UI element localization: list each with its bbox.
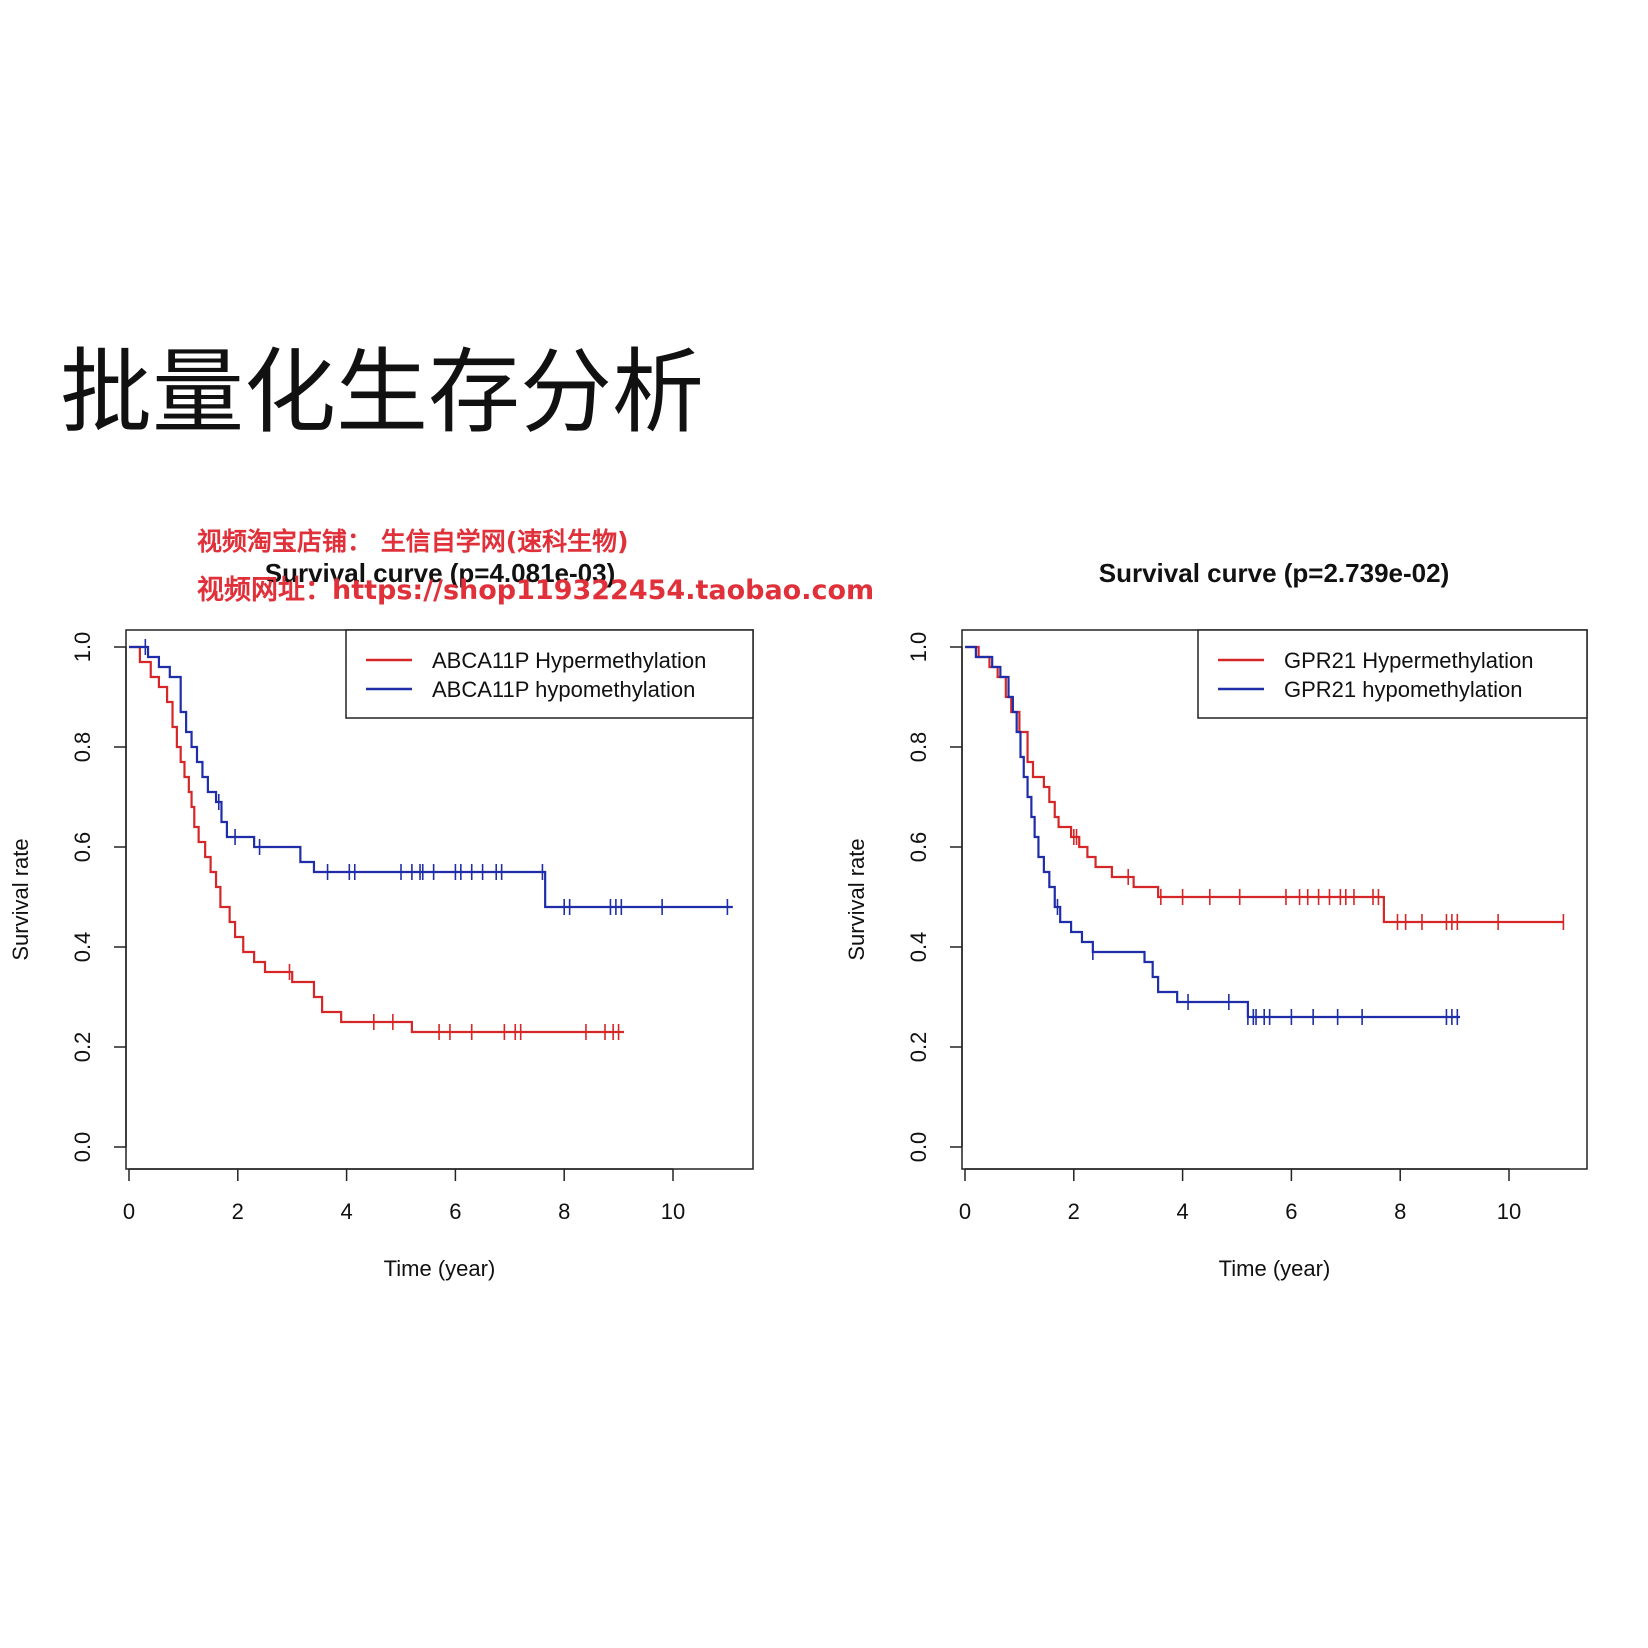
chart-1-y-tick-label: 0.0: [70, 1132, 95, 1163]
chart-1-y-tick-label: 0.8: [70, 732, 95, 763]
chart-1-x-tick-label: 2: [232, 1199, 244, 1224]
chart-1-x-tick-label: 4: [340, 1199, 352, 1224]
chart-1-legend-box: [345, 629, 754, 719]
chart-2-series-2-line: [965, 645, 1461, 1019]
chart-1-x-tick-label: 0: [123, 1199, 135, 1224]
chart-2-x-axis-label: Time (year): [1219, 1256, 1331, 1281]
chart-1-x-tick-label: 8: [558, 1199, 570, 1224]
chart-2-y-tick-label: 0.2: [906, 1032, 931, 1063]
chart-1-series-2-line: [129, 645, 733, 909]
chart-2-x-tick-label: 0: [959, 1199, 971, 1224]
chart-2-y-tick-label: 0.6: [906, 832, 931, 863]
chart-1-series-1-line: [129, 645, 625, 1034]
chart-2-legend-box: [1197, 629, 1588, 719]
chart-2-y-axis-label: Survival rate: [844, 838, 869, 960]
watermark-shop-line: 视频淘宝店铺： 生信自学网(速科生物): [197, 527, 629, 556]
watermark-url-line: 视频网址：https://shop119322454.taobao.com: [197, 575, 875, 606]
chart-1-x-tick-label: 6: [449, 1199, 461, 1224]
chart-1-legend-label-1: ABCA11P Hypermethylation: [432, 648, 706, 673]
chart-2-x-tick-label: 6: [1285, 1199, 1297, 1224]
chart-1-y-tick-label: 0.2: [70, 1032, 95, 1063]
chart-2-legend-label-2: GPR21 hypomethylation: [1284, 677, 1522, 702]
chart-2-x-tick-label: 8: [1394, 1199, 1406, 1224]
chart-2-x-tick-label: 4: [1176, 1199, 1188, 1224]
chart-1-y-tick-label: 1.0: [70, 632, 95, 663]
chart-1-x-axis-label: Time (year): [384, 1256, 496, 1281]
chart-2-title: Survival curve (p=2.739e-02): [1099, 558, 1449, 588]
chart-2-y-tick-label: 0.8: [906, 732, 931, 763]
chart-1-x-tick-label: 10: [661, 1199, 685, 1224]
chart-1-y-tick-label: 0.4: [70, 932, 95, 963]
chart-1-y-tick-label: 0.6: [70, 832, 95, 863]
chart-1-y-axis-label: Survival rate: [8, 838, 33, 960]
chart-2-x-tick-label: 2: [1068, 1199, 1080, 1224]
chart-1-title: Survival curve (p=4.081e-03): [265, 558, 615, 588]
slide-title: 批量化生存分析: [60, 339, 705, 446]
chart-2-y-tick-label: 1.0: [906, 632, 931, 663]
chart-1-legend-label-2: ABCA11P hypomethylation: [432, 677, 695, 702]
chart-2-legend-label-1: GPR21 Hypermethylation: [1284, 648, 1533, 673]
chart-2-x-tick-label: 10: [1497, 1199, 1521, 1224]
chart-2-y-tick-label: 0.4: [906, 932, 931, 963]
chart-2-y-tick-label: 0.0: [906, 1132, 931, 1163]
